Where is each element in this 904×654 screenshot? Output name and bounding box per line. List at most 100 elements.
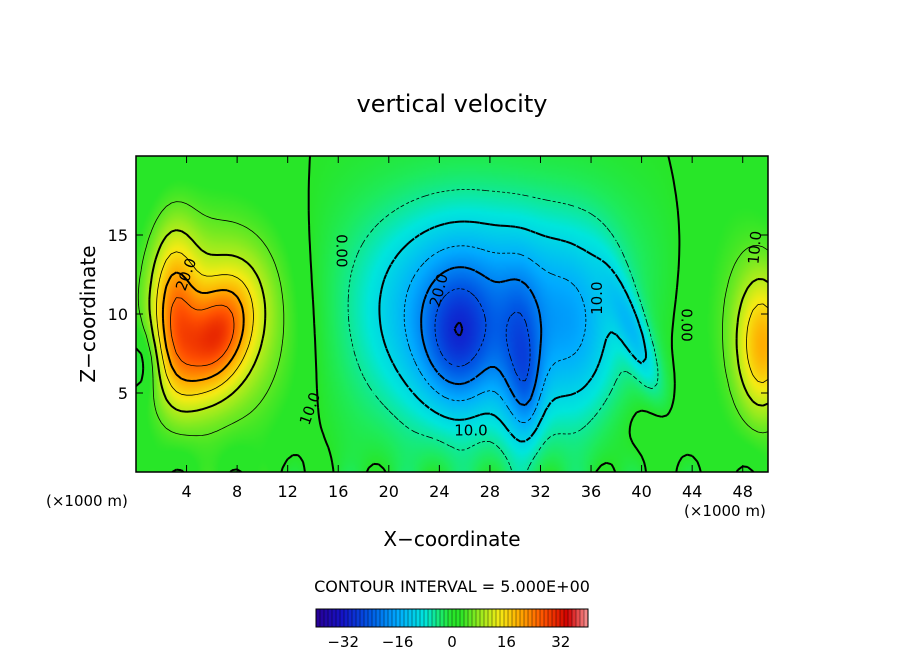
- contour-level: [148, 229, 768, 413]
- contour-level: [378, 220, 647, 443]
- x-axis-ticks: 4 8 12 16 20 24 28 32 36 40 44 48: [181, 156, 753, 501]
- colorbar-cell: [432, 609, 437, 627]
- contour-label: 10.0: [588, 281, 606, 314]
- x-tick-label: 20: [379, 482, 399, 501]
- colorbar-cell: [316, 609, 321, 627]
- x-tick-label: 44: [682, 482, 702, 501]
- colorbar-cell: [460, 609, 465, 627]
- colorbar-cell: [436, 609, 441, 627]
- contour-level: [420, 266, 543, 407]
- contour-level: [136, 156, 755, 472]
- colorbar-cell: [576, 609, 581, 627]
- colorbar-cell: [384, 609, 389, 627]
- colorbar-cell: [408, 609, 413, 627]
- contour-level: [434, 288, 531, 382]
- colorbar-cell: [504, 609, 509, 627]
- colorbar-cell: [540, 609, 545, 627]
- colorbar-cell: [480, 609, 485, 627]
- y-tick-label: 10: [108, 305, 128, 324]
- colorbar-cell: [440, 609, 445, 627]
- colorbar-cell: [412, 609, 417, 627]
- y-tick-label: 5: [118, 384, 128, 403]
- colorbar-cell: [348, 609, 353, 627]
- colorbar-cell: [472, 609, 477, 627]
- contour-level: [453, 321, 464, 337]
- colorbar-cell: [368, 609, 373, 627]
- colorbar-cell: [320, 609, 325, 627]
- contour-label: 10.0: [454, 421, 487, 439]
- colorbar-cell: [496, 609, 501, 627]
- colorbar-cell: [568, 609, 573, 627]
- colorbar-tick-label: 32: [551, 633, 570, 651]
- colorbar-cell: [324, 609, 329, 627]
- contour-label: 0.00: [332, 234, 350, 267]
- colorbar: [315, 608, 589, 628]
- colorbar-cell: [520, 609, 525, 627]
- colorbar-cell: [548, 609, 553, 627]
- colorbar-cell: [332, 609, 337, 627]
- colorbar-cell: [444, 609, 449, 627]
- colorbar-frame: [315, 608, 589, 628]
- colorbar-tick-label: 0: [447, 633, 457, 651]
- colorbar-tick-label: −32: [327, 633, 359, 651]
- colorbar-cell: [492, 609, 497, 627]
- colorbar-cell: [512, 609, 517, 627]
- colorbar-cell: [380, 609, 385, 627]
- x-tick-label: 48: [733, 482, 753, 501]
- contour-label: 10.0: [744, 230, 765, 265]
- colorbar-cell: [532, 609, 537, 627]
- colorbar-cell: [404, 609, 409, 627]
- colorbar-cell: [572, 609, 577, 627]
- colorbar-cell: [400, 609, 405, 627]
- x-tick-label: 28: [480, 482, 500, 501]
- colorbar-cell: [392, 609, 397, 627]
- colorbar-cell: [556, 609, 561, 627]
- contour-interval-label: CONTOUR INTERVAL = 5.000E+00: [314, 577, 590, 596]
- x-tick-label: 24: [429, 482, 449, 501]
- colorbar-cell: [352, 609, 357, 627]
- x-tick-label: 36: [581, 482, 601, 501]
- colorbar-cell: [420, 609, 425, 627]
- colorbar-cell: [356, 609, 361, 627]
- colorbar-cell: [484, 609, 489, 627]
- colorbar-cell: [468, 609, 473, 627]
- colorbar-cell: [344, 609, 349, 627]
- contour-lines: [136, 156, 768, 472]
- contour-level: [156, 251, 768, 396]
- y-axis-ticks: 5 10 15: [108, 226, 768, 403]
- colorbar-cell: [416, 609, 421, 627]
- x-tick-label: 40: [631, 482, 651, 501]
- colorbar-cell: [452, 609, 457, 627]
- x-tick-label: 4: [181, 482, 191, 501]
- colorbar-cell: [376, 609, 381, 627]
- colorbar-cell: [388, 609, 393, 627]
- y-tick-label: 15: [108, 226, 128, 245]
- x-tick-label: 12: [278, 482, 298, 501]
- y-axis-label: Z−coordinate: [76, 245, 100, 382]
- colorbar-tick-label: −16: [382, 633, 414, 651]
- colorbar-cell: [500, 609, 505, 627]
- colorbar-cell: [524, 609, 529, 627]
- x-tick-label: 32: [530, 482, 550, 501]
- colorbar-cell: [476, 609, 481, 627]
- colorbar-ticks: −32 −16 0 16 32: [327, 633, 570, 651]
- contour-label: 0.00: [677, 308, 695, 341]
- colorbar-cell: [456, 609, 461, 627]
- x-unit-right: (×1000 m): [684, 502, 766, 520]
- colorbar-cell: [580, 609, 585, 627]
- colorbar-cell: [560, 609, 565, 627]
- colorbar-cell: [364, 609, 369, 627]
- contour-level: [347, 189, 659, 472]
- colorbar-cell: [536, 609, 541, 627]
- x-tick-label: 16: [328, 482, 348, 501]
- x-tick-label: 8: [232, 482, 242, 501]
- chart-title: vertical velocity: [357, 90, 548, 118]
- colorbar-cell: [464, 609, 469, 627]
- colorbar-cell: [372, 609, 377, 627]
- colorbar-cell: [584, 609, 589, 627]
- colorbar-cell: [528, 609, 533, 627]
- colorbar-cell: [328, 609, 333, 627]
- colorbar-cell: [424, 609, 429, 627]
- colorbar-cell: [336, 609, 341, 627]
